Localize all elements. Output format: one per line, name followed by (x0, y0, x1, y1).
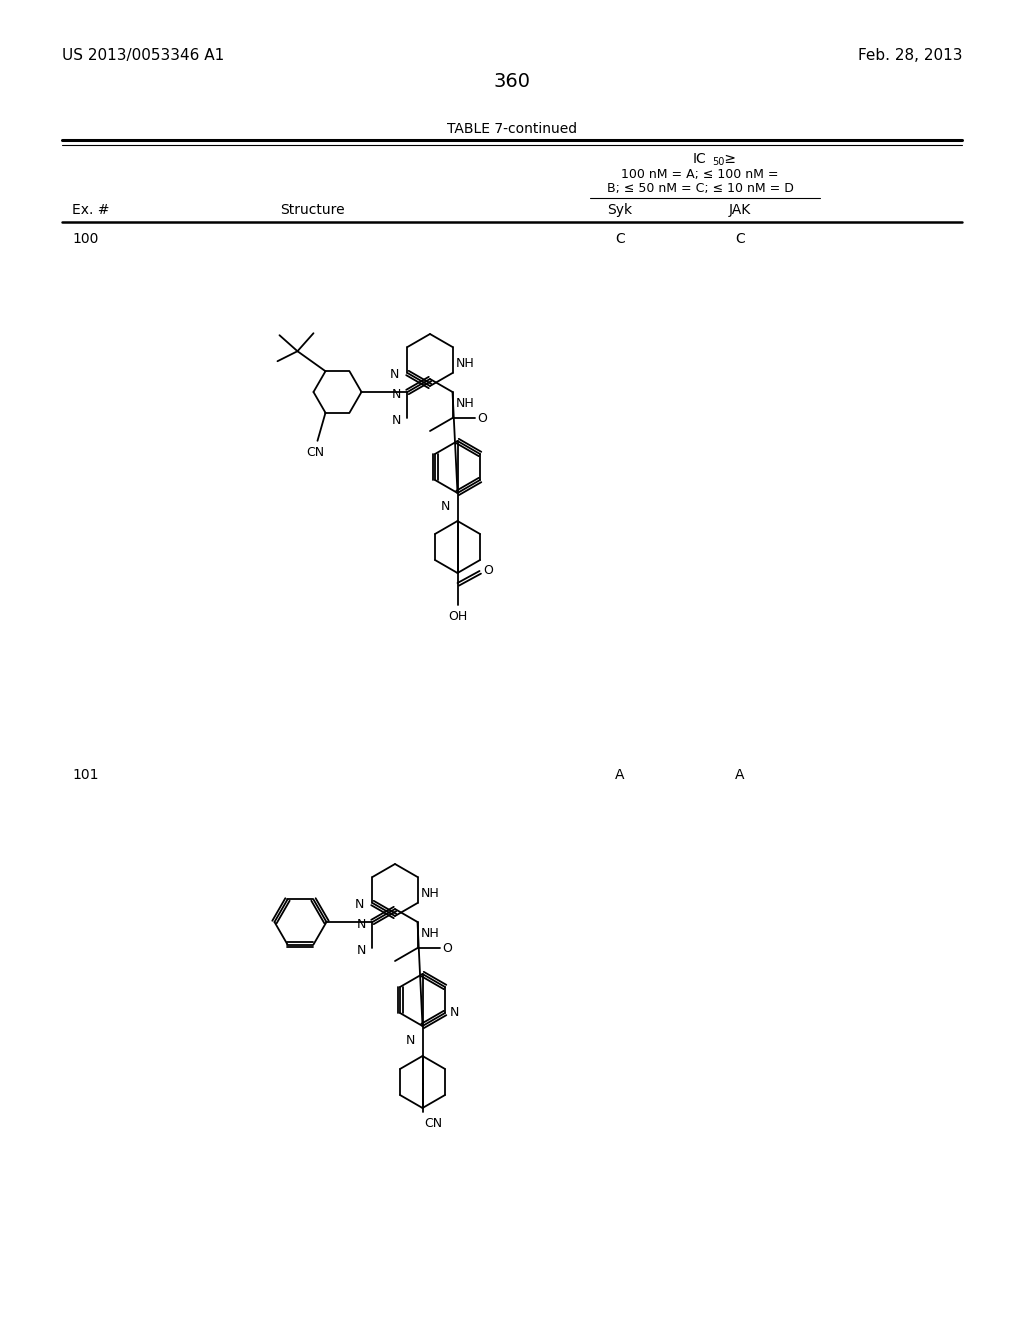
Text: B; ≤ 50 nM = C; ≤ 10 nM = D: B; ≤ 50 nM = C; ≤ 10 nM = D (606, 182, 794, 195)
Text: 360: 360 (494, 73, 530, 91)
Text: N: N (357, 917, 367, 931)
Text: TABLE 7-continued: TABLE 7-continued (446, 121, 578, 136)
Text: US 2013/0053346 A1: US 2013/0053346 A1 (62, 48, 224, 63)
Text: Ex. #: Ex. # (72, 203, 110, 216)
Text: N: N (357, 944, 367, 957)
Text: A: A (615, 768, 625, 781)
Text: Feb. 28, 2013: Feb. 28, 2013 (857, 48, 962, 63)
Text: 50: 50 (712, 157, 724, 168)
Text: 101: 101 (72, 768, 98, 781)
Text: Syk: Syk (607, 203, 633, 216)
Text: N: N (390, 368, 399, 381)
Text: O: O (483, 565, 494, 578)
Text: ≥: ≥ (720, 152, 736, 166)
Text: IC: IC (693, 152, 707, 166)
Text: NH: NH (421, 887, 439, 900)
Text: 100 nM = A; ≤ 100 nM =: 100 nM = A; ≤ 100 nM = (622, 168, 778, 181)
Text: 100: 100 (72, 232, 98, 246)
Text: NH: NH (456, 397, 474, 411)
Text: C: C (735, 232, 744, 246)
Text: CN: CN (425, 1117, 442, 1130)
Text: C: C (615, 232, 625, 246)
Text: N: N (392, 413, 401, 426)
Text: O: O (442, 941, 453, 954)
Text: N: N (440, 500, 451, 513)
Text: N: N (392, 388, 401, 400)
Text: NH: NH (456, 356, 474, 370)
Text: Structure: Structure (280, 203, 344, 216)
Text: CN: CN (306, 446, 325, 459)
Text: A: A (735, 768, 744, 781)
Text: N: N (450, 1006, 460, 1019)
Text: N: N (406, 1035, 415, 1048)
Text: N: N (355, 899, 365, 912)
Text: JAK: JAK (729, 203, 752, 216)
Text: O: O (477, 412, 487, 425)
Text: OH: OH (447, 610, 467, 623)
Text: NH: NH (421, 927, 439, 940)
